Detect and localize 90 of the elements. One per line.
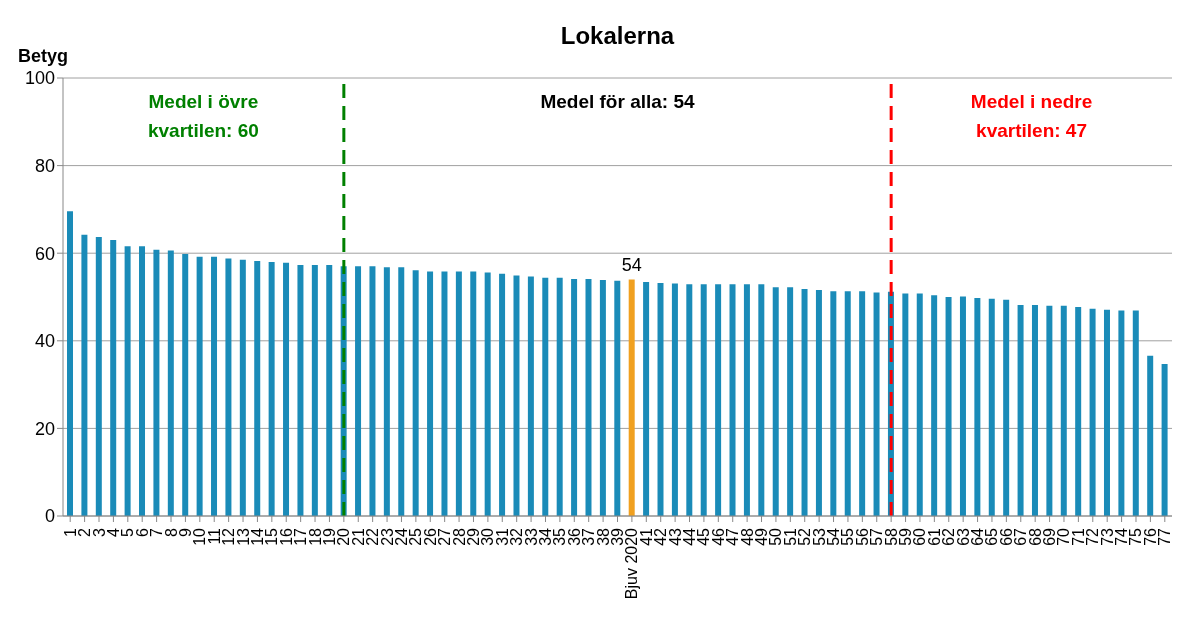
bar bbox=[254, 261, 261, 516]
bar bbox=[513, 275, 520, 516]
bar bbox=[283, 262, 290, 516]
bar bbox=[628, 279, 635, 516]
bar bbox=[787, 287, 794, 516]
y-tick-label: 60 bbox=[34, 243, 55, 264]
bar bbox=[614, 280, 621, 516]
bar bbox=[1103, 309, 1110, 516]
ref-line-label: Medel i övre kvartilen: 60 bbox=[147, 91, 259, 141]
bar bbox=[484, 272, 491, 516]
bar bbox=[383, 267, 390, 516]
bar bbox=[355, 266, 362, 516]
bar bbox=[1017, 304, 1024, 516]
bar bbox=[643, 282, 650, 516]
bar bbox=[931, 295, 938, 516]
ref-line-label: Medel i nedre kvartilen: 47 bbox=[970, 91, 1093, 141]
bar bbox=[297, 265, 304, 516]
bar bbox=[859, 291, 866, 516]
bar bbox=[815, 289, 822, 516]
y-tick-label: 40 bbox=[34, 331, 55, 352]
y-axis-title: Betyg bbox=[18, 46, 69, 66]
x-tick-label: 77 bbox=[1156, 527, 1174, 546]
bar bbox=[758, 284, 765, 516]
bar bbox=[1161, 364, 1168, 516]
bar bbox=[1132, 310, 1139, 516]
chart-title: Lokalerna bbox=[560, 22, 675, 49]
bar bbox=[715, 284, 722, 516]
bar bbox=[239, 259, 246, 516]
bar bbox=[81, 234, 88, 516]
bar bbox=[427, 271, 434, 516]
bar bbox=[772, 287, 779, 516]
bar bbox=[1046, 305, 1053, 516]
bar bbox=[686, 284, 693, 516]
bar bbox=[398, 267, 405, 516]
y-tick-label: 20 bbox=[34, 418, 55, 439]
bar bbox=[1075, 307, 1082, 516]
bar bbox=[167, 250, 174, 516]
bar bbox=[225, 258, 232, 516]
bar bbox=[1031, 304, 1038, 516]
x-tick-label: 1 bbox=[61, 527, 79, 537]
bar bbox=[743, 284, 750, 516]
bar bbox=[599, 279, 606, 516]
bar bbox=[67, 211, 73, 516]
bar bbox=[470, 271, 477, 516]
bar bbox=[902, 293, 909, 516]
bar bbox=[945, 297, 952, 516]
bar bbox=[412, 270, 419, 516]
bar bbox=[527, 276, 534, 516]
bar bbox=[542, 277, 549, 516]
bar bbox=[124, 246, 131, 516]
y-tick-label: 100 bbox=[24, 68, 55, 89]
bar bbox=[499, 273, 506, 516]
bar bbox=[873, 292, 880, 516]
bar bbox=[801, 289, 808, 516]
bar bbox=[844, 291, 851, 516]
bar bbox=[585, 279, 592, 516]
bar bbox=[268, 261, 275, 516]
bar bbox=[1118, 310, 1125, 516]
y-tick-label: 80 bbox=[34, 155, 55, 176]
bar bbox=[110, 240, 117, 516]
x-tick-label: 39 bbox=[609, 527, 626, 546]
bar bbox=[571, 279, 578, 516]
annotation: Medel för alla: 54 bbox=[540, 91, 696, 112]
bar bbox=[1147, 355, 1154, 516]
bar bbox=[139, 246, 146, 516]
bar bbox=[326, 265, 333, 516]
bar bbox=[1060, 305, 1067, 516]
bar bbox=[95, 236, 102, 516]
bar bbox=[988, 298, 995, 516]
bar bbox=[211, 256, 218, 516]
bar bbox=[671, 283, 678, 516]
bar bbox=[729, 284, 736, 516]
bar bbox=[830, 291, 837, 516]
bar bbox=[182, 254, 189, 516]
bar bbox=[959, 296, 966, 516]
bar bbox=[311, 265, 318, 516]
bar bbox=[916, 293, 923, 516]
bar bbox=[369, 266, 376, 516]
bar bbox=[657, 282, 664, 516]
bar bbox=[196, 256, 203, 516]
bar bbox=[1089, 308, 1096, 516]
bar bbox=[153, 249, 160, 516]
bar bbox=[1003, 299, 1010, 516]
bar bbox=[556, 277, 563, 516]
bar bbox=[455, 271, 462, 516]
bar bbox=[700, 284, 707, 516]
y-tick-label: 0 bbox=[44, 506, 55, 527]
bar bbox=[441, 271, 448, 516]
bar bbox=[974, 297, 981, 516]
data-label: 54 bbox=[621, 255, 642, 276]
